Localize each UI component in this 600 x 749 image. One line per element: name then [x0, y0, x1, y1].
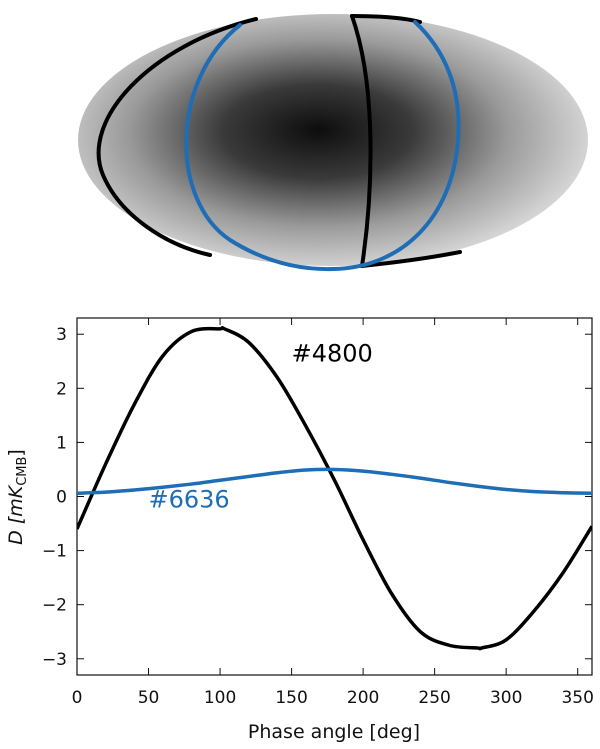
map-background: [78, 14, 588, 266]
sky-map: [78, 14, 588, 272]
y-tick-label: 3: [56, 325, 67, 345]
annotation-6636: #6636: [149, 485, 230, 513]
svg-text:D [mKCMB]: D [mKCMB]: [5, 449, 30, 545]
x-tick-label: 350: [561, 688, 593, 708]
y-tick-label: 1: [56, 433, 67, 453]
x-tick-label: 200: [347, 688, 379, 708]
x-axis: 0 50 100 150 200 250 300 350: [72, 318, 594, 708]
y-axis-title-main: D [mK: [5, 484, 27, 545]
y-tick-label: −2: [42, 596, 67, 616]
y-tick-label: −3: [42, 650, 67, 670]
x-tick-label: 100: [204, 688, 236, 708]
track-4800: [96, 14, 462, 268]
y-axis-title: D [mKCMB]: [5, 449, 30, 545]
x-tick-label: 50: [138, 688, 160, 708]
x-tick-label: 0: [72, 688, 83, 708]
x-tick-label: 250: [418, 688, 450, 708]
series-line-4800: [77, 325, 592, 651]
x-axis-title: Phase angle [deg]: [248, 721, 420, 743]
annotations: #4800 #6636: [149, 339, 373, 513]
y-tick-label: 2: [56, 379, 67, 399]
y-tick-label: 0: [56, 488, 67, 508]
y-axis-title-tail: ]: [5, 449, 27, 456]
y-axis-title-sub: CMB: [15, 457, 30, 486]
x-tick-label: 300: [490, 688, 522, 708]
track-6636: [184, 20, 461, 272]
y-axis: −3 −2 −1 0 1 2 3: [42, 325, 592, 670]
series-line-6636: [77, 467, 592, 495]
annotation-4800: #4800: [292, 339, 373, 367]
x-tick-label: 150: [275, 688, 307, 708]
plot-lines: [77, 325, 592, 651]
y-tick-label: −1: [42, 542, 67, 562]
